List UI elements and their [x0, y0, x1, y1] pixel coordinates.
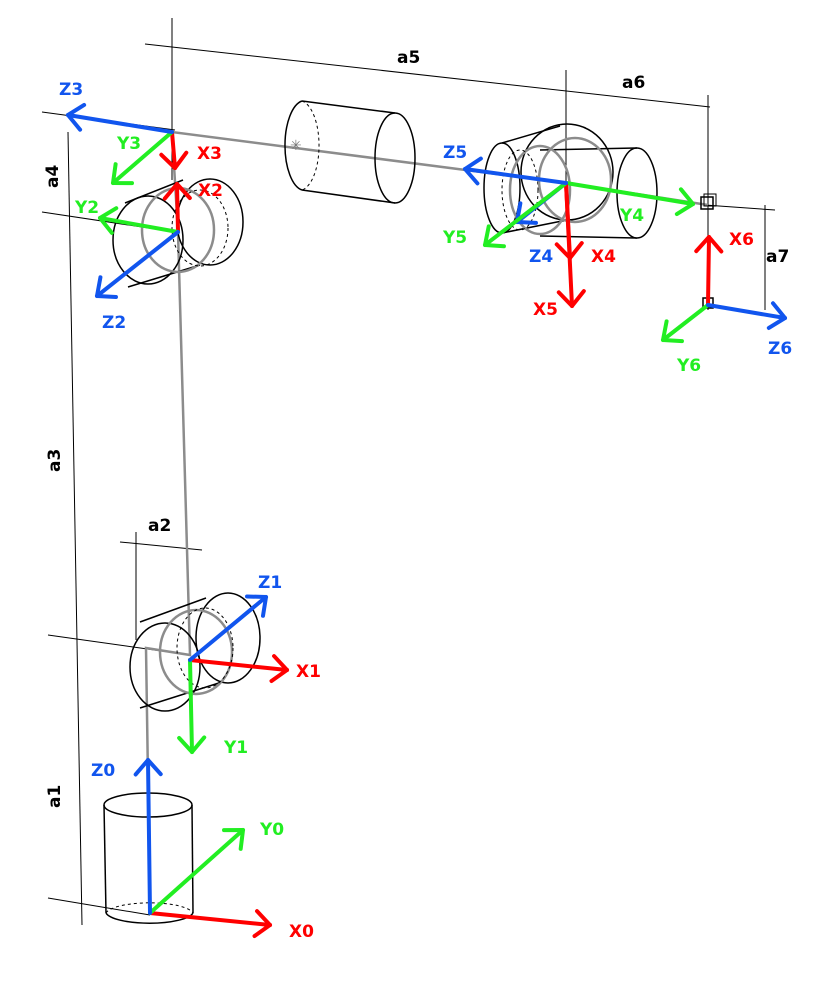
axis-arrow-y4	[564, 181, 695, 217]
dim-a4-label: a4	[43, 165, 63, 188]
dim-a1-label: a1	[45, 785, 65, 808]
label-y5: Y5	[442, 228, 467, 248]
frame-arrows	[66, 102, 787, 939]
label-x4: X4	[591, 247, 616, 267]
robot-links	[144, 130, 709, 911]
label-y0: Y0	[259, 820, 284, 840]
axis-arrow-x0	[148, 909, 272, 939]
axis-arrow-z2	[95, 230, 180, 299]
label-y1: Y1	[223, 738, 248, 758]
label-z5: Z5	[443, 143, 467, 163]
dim-a7-label: a7	[766, 247, 789, 267]
axis-arrow-y2	[98, 206, 180, 235]
axis-arrow-z1	[188, 594, 268, 662]
axis-arrow-y0	[148, 828, 245, 915]
label-x3: X3	[197, 144, 222, 164]
axis-arrow-z3	[66, 102, 174, 134]
axis-arrow-x2	[162, 182, 192, 234]
axis-arrow-z0	[133, 758, 163, 915]
axis-arrow-x5	[556, 181, 586, 308]
axis-arrow-y6	[661, 303, 710, 344]
label-z4: Z4	[529, 247, 553, 267]
axis-arrow-z6	[706, 301, 787, 330]
dimension-lines	[41, 18, 776, 926]
label-z1: Z1	[258, 573, 282, 593]
axis-arrow-y3	[111, 130, 174, 186]
dim-a3-label: a3	[45, 449, 65, 472]
svg-text:✳: ✳	[290, 138, 302, 154]
axis-arrow-x3	[159, 130, 189, 170]
label-z3: Z3	[59, 80, 83, 100]
label-z2: Z2	[102, 313, 126, 333]
axis-arrow-z5	[463, 156, 568, 186]
dimension-labels: a5 a6 a7 a2 a4 a3 a1	[43, 48, 789, 808]
axis-arrow-y1	[177, 658, 207, 754]
dim-a5-label: a5	[397, 48, 420, 68]
dim-a6-label: a6	[622, 73, 645, 93]
axis-arrow-x1	[188, 654, 289, 683]
label-y2: Y2	[74, 198, 99, 218]
link5-cylinder: ✳	[284, 100, 416, 204]
label-y3: Y3	[116, 134, 141, 154]
joint1-cylinder	[129, 592, 261, 712]
label-x6: X6	[729, 230, 754, 250]
label-y6: Y6	[676, 356, 701, 376]
label-z0: Z0	[91, 761, 115, 781]
dim-a2-label: a2	[148, 516, 171, 536]
label-y4: Y4	[619, 206, 644, 226]
axis-arrow-y5	[483, 181, 568, 249]
label-x5: X5	[533, 300, 558, 320]
label-z6: Z6	[768, 339, 792, 359]
label-x1: X1	[296, 662, 321, 682]
frame-labels: X0 Y0 Z0 X1 Y1 Z1 X2 Y2 Z2 X3 Y3 Z3 X4 Y…	[59, 80, 792, 942]
label-x0: X0	[289, 922, 314, 942]
label-x2: X2	[198, 181, 223, 201]
axis-arrow-x6	[694, 235, 724, 307]
